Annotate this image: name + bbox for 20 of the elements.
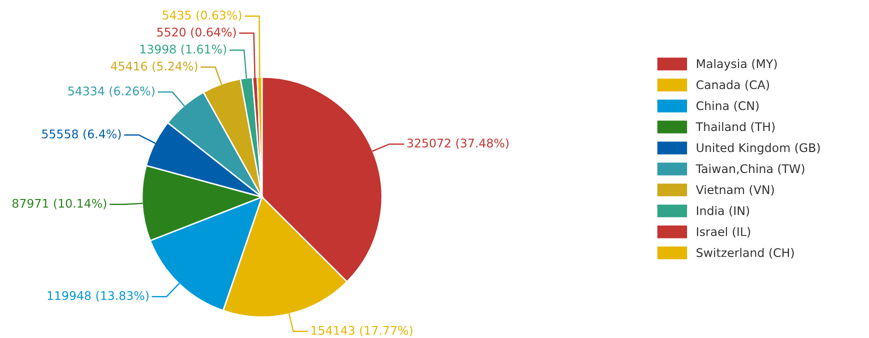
data-label: 5435 (0.63%) (162, 10, 242, 21)
legend-label: Vietnam (VN) (696, 184, 774, 196)
data-label: 325072 (37.48%) (407, 138, 508, 149)
data-label: 54334 (6.26%) (68, 86, 154, 97)
data-label: 45416 (5.24%) (110, 61, 198, 72)
data-label: 154143 (17.77%) (312, 326, 412, 336)
legend-label: Malaysia (MY) (696, 59, 777, 70)
data-label: 55558 (6.4%) (42, 129, 121, 140)
legend-label: United Kingdom (GB) (696, 143, 820, 154)
legend-label: Canada (CA) (696, 80, 769, 91)
legend-label: China (CN) (696, 101, 759, 112)
legend-label: Israel (IL) (696, 226, 750, 238)
legend-label: Taiwan,China (TW) (696, 164, 804, 175)
data-label: 119948 (13.83%) (48, 290, 148, 302)
data-label: 13998 (1.61%) (140, 44, 226, 55)
legend-label: Switzerland (CH) (696, 248, 794, 258)
data-label: 5520 (0.64%) (157, 27, 236, 38)
legend-label: India (IN) (696, 206, 750, 217)
legend-label: Thailand (TH) (696, 122, 775, 133)
data-label: 87971 (10.14%) (12, 198, 106, 210)
